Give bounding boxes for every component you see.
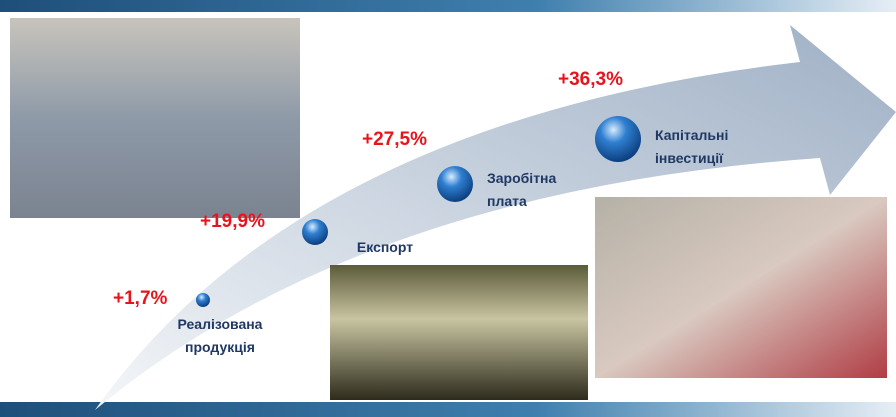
step-label: Заробітна [487,170,557,186]
top-band [0,0,896,12]
photo-sewing [595,197,887,378]
slide: +1,7% Реалізована продукція +19,9% Експорт +2… [0,0,896,417]
step-bubble [595,116,641,162]
step-label: Капітальні [655,127,728,143]
growth-value: +36,3% [558,69,623,90]
step-bubble [196,293,210,307]
growth-value: +1,7% [113,288,168,309]
step-bubble [437,166,473,202]
step-label: Експорт [357,239,413,255]
bottom-band [0,402,896,417]
step-label: інвестиції [655,150,724,166]
growth-value: +27,5% [362,129,427,150]
step-label: Реалізована [178,316,263,332]
step-label: плата [487,193,527,209]
step-bubble [302,219,328,245]
step-label: продукція [185,339,255,355]
photo-looms [330,265,588,400]
growth-value: +19,9% [200,211,265,232]
photo-workshop [10,18,300,218]
